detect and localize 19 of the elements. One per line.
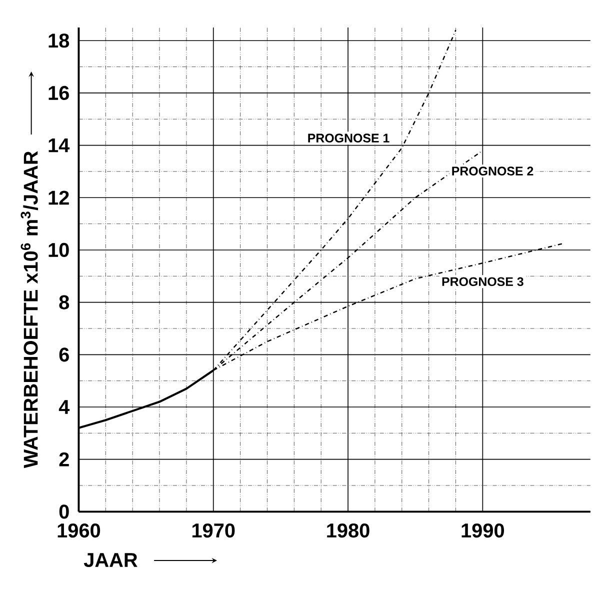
x-tick-label: 1970 xyxy=(192,523,235,538)
y-tick-label: 0 xyxy=(59,504,69,519)
y-tick-label: 16 xyxy=(48,86,69,100)
y-tick-label: 2 xyxy=(59,452,69,466)
y-tick-label: 12 xyxy=(48,190,69,204)
series-label: PROGNOSE 3 xyxy=(442,277,524,286)
x-tick-label: 1960 xyxy=(58,523,100,538)
series-label: PROGNOSE 1 xyxy=(308,133,390,142)
y-tick-label: 10 xyxy=(48,242,69,257)
y-tick-label: 8 xyxy=(59,295,70,310)
series-label: PROGNOSE 2 xyxy=(452,166,534,176)
y-tick-label: 18 xyxy=(48,33,70,48)
x-tick-label: 1990 xyxy=(462,523,504,538)
y-axis-title: WATERBEHOEFTE x10$^{6}$ m$^{3}$/JAAR xyxy=(20,150,38,468)
x-tick-label: 1980 xyxy=(327,523,370,538)
y-tick-label: 14 xyxy=(48,138,70,152)
y-tick-label: 4 xyxy=(58,400,70,414)
x-axis-title: JAAR xyxy=(84,552,138,567)
y-tick-label: 6 xyxy=(59,347,69,362)
